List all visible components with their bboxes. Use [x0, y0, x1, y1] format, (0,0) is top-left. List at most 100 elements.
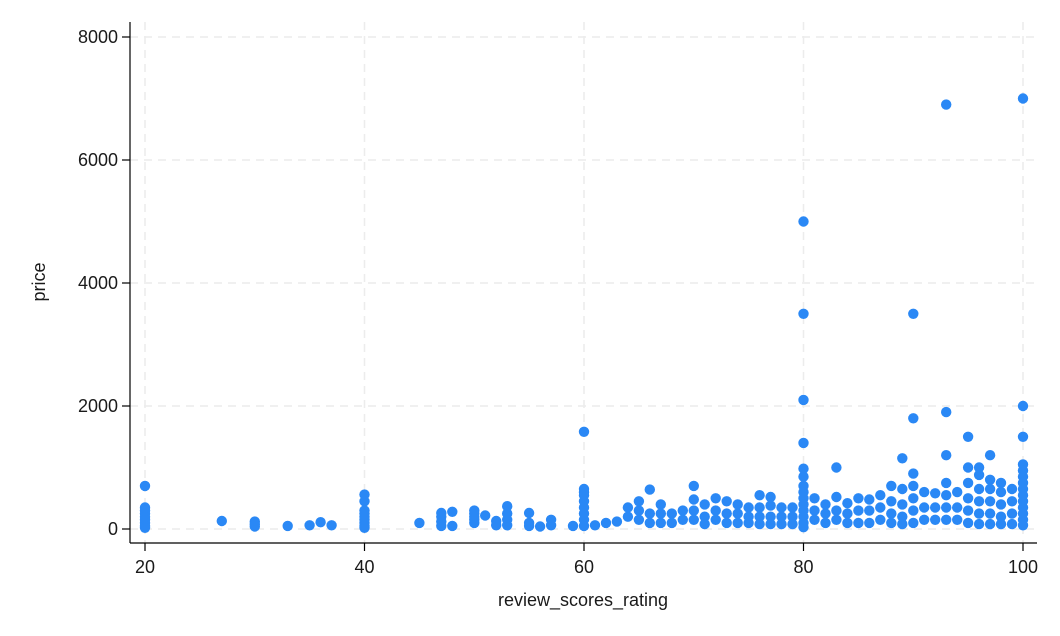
scatter-point — [831, 514, 842, 525]
scatter-point — [447, 506, 458, 517]
scatter-point — [897, 453, 908, 464]
scatter-point — [502, 520, 513, 531]
y-tick-label: 4000 — [78, 273, 118, 293]
scatter-point — [962, 517, 974, 529]
scatter-point — [952, 514, 963, 525]
scatter-point — [765, 518, 776, 530]
scatter-point — [941, 99, 952, 110]
scatter-point — [216, 515, 227, 527]
scatter-point — [809, 493, 820, 504]
scatter-point — [952, 486, 963, 498]
scatter-point — [600, 517, 612, 529]
scatter-point — [567, 520, 579, 532]
x-axis-title: review_scores_rating — [498, 590, 668, 611]
scatter-point — [798, 437, 809, 449]
scatter-point — [995, 518, 1007, 530]
scatter-point — [908, 505, 919, 516]
scatter-point — [831, 505, 842, 516]
x-tick-label: 80 — [793, 557, 813, 577]
scatter-point — [721, 517, 732, 529]
scatter-point — [633, 505, 645, 516]
scatter-point — [864, 505, 875, 516]
scatter-point — [875, 490, 886, 501]
scatter-point — [864, 494, 875, 505]
scatter-point — [732, 499, 743, 510]
scatter-point — [523, 520, 535, 532]
scatter-point — [962, 493, 974, 504]
scatter-point — [973, 462, 985, 473]
scatter-point — [995, 499, 1007, 510]
scatter-point — [962, 462, 974, 473]
scatter-point — [710, 493, 721, 504]
scatter-point — [765, 500, 776, 511]
scatter-point — [908, 517, 919, 529]
data-points — [139, 93, 1029, 533]
scatter-point — [754, 490, 765, 501]
scatter-point — [699, 518, 710, 530]
x-tick-label: 20 — [135, 557, 155, 577]
scatter-point — [973, 469, 985, 481]
scatter-point — [765, 491, 776, 503]
scatter-point — [886, 508, 897, 519]
scatter-point — [732, 508, 743, 519]
scatter-point — [984, 474, 996, 485]
scatter-point — [589, 520, 601, 531]
scatter-point — [973, 496, 985, 507]
scatter-point — [941, 477, 952, 489]
y-tick-label: 0 — [108, 519, 118, 539]
scatter-point — [688, 514, 699, 525]
scatter-point — [820, 508, 831, 519]
scatter-point — [359, 522, 370, 533]
scatter-point — [973, 483, 985, 495]
scatter-point — [984, 518, 996, 530]
scatter-point — [995, 486, 1007, 498]
scatter-point — [919, 486, 930, 498]
scatter-point — [864, 517, 875, 529]
scatter-point — [523, 507, 535, 519]
scatter-point — [941, 514, 952, 525]
x-tick-label: 100 — [1008, 557, 1038, 577]
scatter-point — [502, 501, 513, 512]
scatter-point — [930, 514, 941, 525]
scatter-point — [414, 517, 425, 529]
scatter-point — [820, 517, 831, 529]
scatter-point — [139, 522, 151, 533]
scatter-point — [480, 510, 491, 521]
grid-lines — [130, 22, 1037, 543]
scatter-point — [962, 477, 974, 489]
y-tick-label: 6000 — [78, 150, 118, 170]
scatter-point — [622, 502, 634, 513]
scatter-point — [995, 511, 1007, 522]
scatter-point — [721, 508, 732, 519]
scatter-point — [842, 498, 853, 509]
scatter-point — [875, 514, 886, 525]
scatter-point — [436, 520, 447, 532]
scatter-point — [315, 517, 326, 528]
x-tick-label: 60 — [574, 557, 594, 577]
scatter-point — [831, 462, 842, 473]
scatter-point — [644, 508, 655, 519]
scatter-point — [809, 505, 820, 516]
scatter-point — [545, 520, 557, 531]
scatter-point — [908, 468, 919, 479]
scatter-point — [677, 514, 688, 525]
scatter-point — [633, 514, 645, 525]
scatter-point — [952, 502, 963, 513]
scatter-point — [666, 508, 677, 519]
scatter-point — [886, 496, 897, 507]
scatter-point — [908, 413, 919, 424]
scatter-point — [765, 511, 776, 522]
scatter-point — [1017, 93, 1029, 104]
scatter-point — [534, 521, 546, 532]
scatter-point — [666, 517, 677, 529]
scatter-point — [973, 518, 985, 530]
scatter-point — [776, 502, 787, 513]
scatter-point — [1017, 520, 1029, 531]
scatter-point — [941, 502, 952, 513]
scatter-point — [941, 490, 952, 501]
scatter-point — [908, 308, 919, 319]
scatter-point — [655, 499, 666, 510]
scatter-point — [1006, 518, 1018, 530]
scatter-point — [644, 484, 655, 495]
